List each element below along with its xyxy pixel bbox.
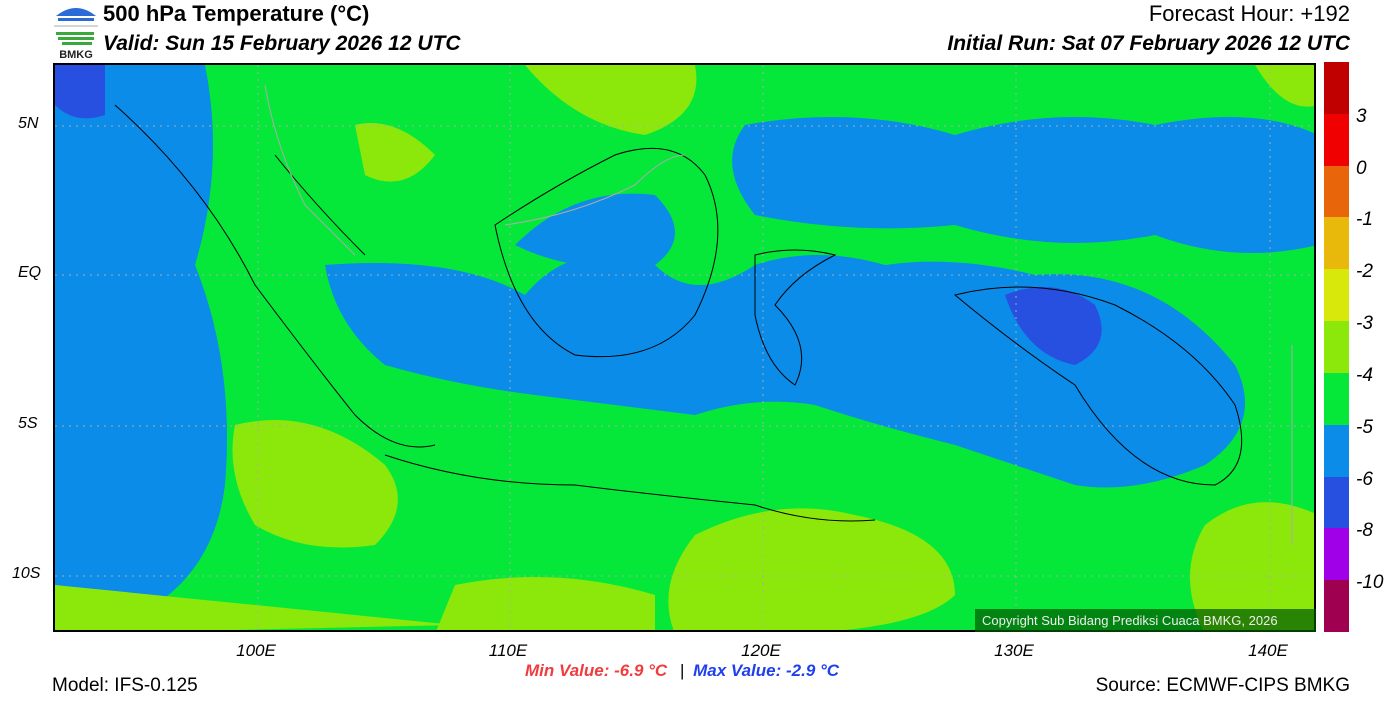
colorbar-segment	[1324, 62, 1349, 114]
colorbar-label: -1	[1356, 209, 1373, 231]
initial-run: Initial Run: Sat 07 February 2026 12 UTC	[947, 32, 1350, 55]
colorbar-label: -8	[1356, 520, 1373, 542]
copyright: Copyright Sub Bidang Prediksi Cuaca BMKG…	[975, 609, 1316, 632]
colorbar-segment	[1324, 217, 1349, 270]
coastlines	[114, 104, 1243, 522]
colorbar-segment	[1324, 424, 1349, 477]
colorbar-segment	[1324, 372, 1349, 425]
temperature-map	[53, 63, 1316, 632]
svg-text:BMKG: BMKG	[59, 49, 93, 60]
colorbar	[1324, 62, 1349, 632]
coldest-region	[1005, 287, 1102, 365]
colorbar-segment	[1324, 580, 1349, 632]
colorbar-segment	[1324, 321, 1349, 373]
lon-label: 130E	[994, 641, 1034, 660]
colorbar-segment	[1324, 528, 1349, 581]
source-label: Source: ECMWF-CIPS BMKG	[1095, 675, 1350, 696]
lat-label: 5N	[18, 115, 39, 132]
colorbar-label: -10	[1356, 572, 1384, 594]
min-max-values: Min Value: -6.9 °C | Max Value: -2.9 °C	[525, 661, 839, 681]
lon-label: 110E	[488, 641, 528, 660]
colorbar-label: 3	[1356, 105, 1367, 127]
min-value: Min Value: -6.9 °C	[525, 661, 668, 680]
colorbar-label: -5	[1356, 416, 1373, 438]
separator: |	[679, 661, 685, 680]
colorbar-segment	[1324, 476, 1349, 529]
colorbar-segment	[1324, 269, 1349, 322]
lat-label: EQ	[18, 264, 42, 281]
colorbar-label: -3	[1356, 313, 1373, 335]
lon-label: 120E	[741, 641, 781, 660]
colorbar-label: -6	[1356, 468, 1373, 490]
valid-time: Valid: Sun 15 February 2026 12 UTC	[103, 32, 461, 55]
chart-title: 500 hPa Temperature (°C)	[103, 1, 370, 26]
warm-regions	[55, 65, 1314, 630]
colorbar-segment	[1324, 165, 1349, 218]
lat-label: 10S	[12, 565, 41, 582]
borders	[264, 84, 1293, 545]
colorbar-label: 0	[1356, 157, 1367, 179]
lon-label: 140E	[1248, 641, 1288, 660]
lat-label: 5S	[18, 415, 38, 432]
max-value: Max Value: -2.9 °C	[693, 661, 840, 680]
model-label: Model: IFS-0.125	[52, 675, 198, 696]
colorbar-segment	[1324, 113, 1349, 166]
forecast-hour: Forecast Hour: +192	[1148, 1, 1350, 26]
lon-label: 100E	[236, 641, 276, 660]
colorbar-label: -2	[1356, 261, 1373, 283]
grid-lines	[55, 65, 1314, 630]
colorbar-label: -4	[1356, 364, 1373, 386]
bmkg-logo: BMKG	[52, 2, 100, 61]
